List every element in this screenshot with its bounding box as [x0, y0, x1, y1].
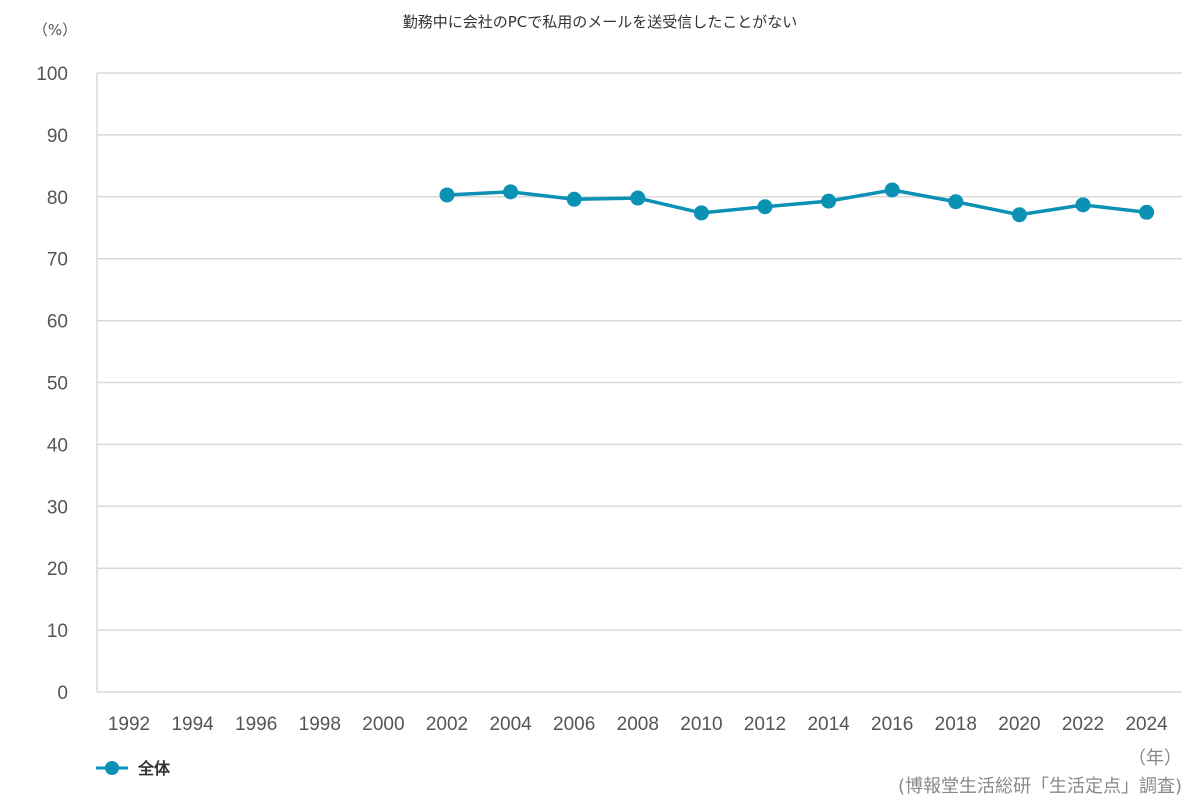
- y-tick-label: 70: [47, 250, 68, 271]
- chart-title: 勤務中に会社のPCで私用のメールを送受信したことがない: [403, 13, 798, 31]
- data-point: [630, 190, 646, 206]
- legend: 全体: [96, 759, 171, 778]
- x-tick-label: 1996: [235, 714, 277, 735]
- data-point: [1011, 207, 1027, 223]
- data-point: [503, 184, 519, 200]
- data-point: [1139, 204, 1155, 220]
- x-axis-ticks: 1992 1994 1996 1998 2000 2002 2004 2006 2008 2010…: [108, 714, 1168, 735]
- x-tick-label: 2002: [426, 714, 468, 735]
- x-tick-label: 2024: [1125, 714, 1168, 735]
- x-tick-label: 2022: [1062, 714, 1104, 735]
- y-tick-label: 100: [36, 64, 68, 85]
- data-point: [948, 194, 964, 210]
- x-tick-label: 2006: [553, 714, 595, 735]
- source-note: (博報堂生活総研「生活定点」調査): [898, 776, 1182, 797]
- y-tick-label: 90: [47, 126, 68, 147]
- x-tick-label: 2008: [617, 714, 659, 735]
- y-tick-label: 30: [47, 497, 68, 518]
- y-tick-label: 10: [47, 621, 68, 642]
- y-tick-label: 0: [57, 683, 68, 704]
- x-tick-label: 2000: [362, 714, 404, 735]
- x-tick-label: 2016: [871, 714, 913, 735]
- data-point: [1075, 197, 1091, 213]
- data-point: [439, 187, 455, 203]
- data-point: [884, 182, 900, 198]
- y-tick-label: 20: [47, 559, 68, 580]
- series-layer: [439, 182, 1155, 223]
- data-point: [566, 191, 582, 207]
- legend-label: 全体: [137, 759, 171, 778]
- legend-marker-icon: [105, 761, 119, 775]
- series-line: [446, 188, 1147, 217]
- x-tick-label: 2004: [489, 714, 532, 735]
- x-tick-label: 1992: [108, 714, 150, 735]
- y-axis-ticks: 0 10 20 30 40 50 60 70 80 90 100: [36, 64, 68, 704]
- y-tick-label: 60: [47, 312, 68, 333]
- x-tick-label: 2020: [998, 714, 1040, 735]
- x-tick-label: 2010: [680, 714, 722, 735]
- x-tick-label: 2012: [744, 714, 786, 735]
- gridlines: [96, 72, 1182, 693]
- data-point: [821, 193, 837, 209]
- y-tick-label: 50: [47, 374, 68, 395]
- y-axis-unit: （%）: [33, 21, 77, 39]
- x-tick-label: 1998: [299, 714, 341, 735]
- x-axis-unit: （年）: [1128, 748, 1182, 769]
- x-tick-label: 2014: [807, 714, 850, 735]
- y-tick-label: 80: [47, 188, 68, 209]
- y-tick-label: 40: [47, 435, 68, 456]
- x-tick-label: 2018: [935, 714, 977, 735]
- data-point: [757, 199, 773, 215]
- x-tick-label: 1994: [171, 714, 214, 735]
- data-point: [693, 205, 709, 221]
